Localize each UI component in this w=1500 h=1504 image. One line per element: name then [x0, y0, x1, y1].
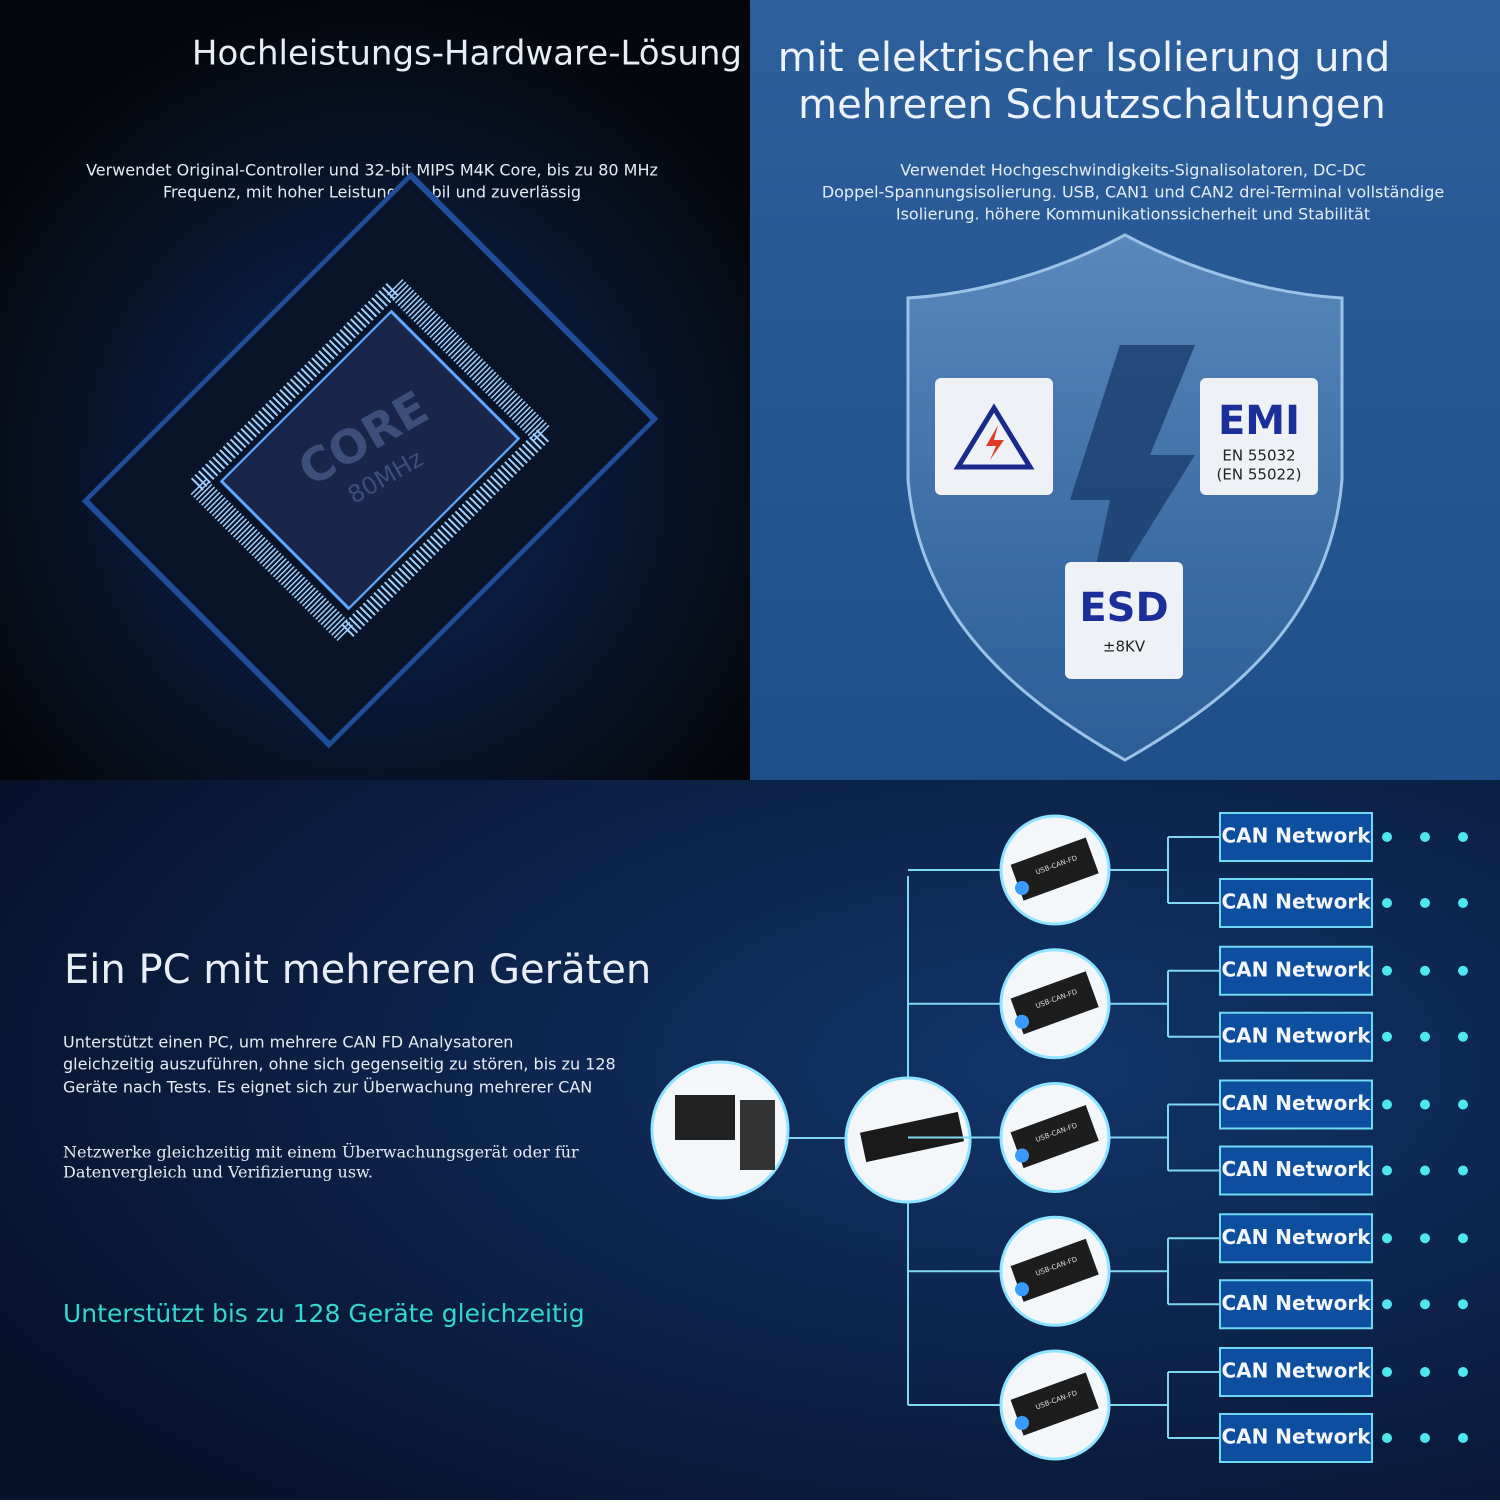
- paragraph: gleichzeitig auszuführen, ohne sich gege…: [63, 1055, 616, 1074]
- network-dot: [1382, 1031, 1392, 1042]
- device-port: [1015, 881, 1029, 895]
- network-dot: [1420, 1031, 1430, 1042]
- network-label: CAN Network: [1221, 1425, 1371, 1449]
- device-port: [1015, 1416, 1029, 1430]
- badge: [1065, 562, 1183, 679]
- network-dot: [1420, 898, 1430, 908]
- network-label: CAN Network: [1221, 1023, 1371, 1047]
- network-label: CAN Network: [1221, 1225, 1371, 1249]
- network-dot: [1458, 1299, 1468, 1310]
- network-label: CAN Network: [1221, 1359, 1371, 1383]
- title: Hochleistungs-Hardware-Lösung: [192, 34, 742, 74]
- badge-title: ESD: [1079, 585, 1168, 631]
- network-label: CAN Network: [1221, 1091, 1371, 1115]
- device-icon: [1010, 1105, 1099, 1169]
- network-dot: [1458, 1031, 1468, 1042]
- network-box: [1219, 812, 1373, 862]
- network-dot: [1420, 1433, 1430, 1443]
- network-dot: [1420, 1299, 1430, 1310]
- network-dot: [1458, 898, 1468, 908]
- badge-text: (EN 55022): [1217, 466, 1302, 484]
- hazard-icon: [986, 425, 1004, 460]
- network-dot: [1458, 1099, 1468, 1110]
- network-dot: [1458, 1165, 1468, 1176]
- network-box: [1219, 1413, 1373, 1463]
- network-dot: [1382, 1367, 1392, 1377]
- network-dot: [1382, 1099, 1392, 1110]
- network-dot: [1458, 1367, 1468, 1377]
- network-dot: [1420, 965, 1430, 976]
- device-icon: [1010, 1238, 1099, 1302]
- title: mehreren Schutzschaltungen: [798, 82, 1386, 128]
- title: mit elektrischer Isolierung und: [778, 35, 1390, 81]
- network-box: [1219, 1213, 1373, 1264]
- paragraph: Geräte nach Tests. Es eignet sich zur Üb…: [63, 1078, 592, 1097]
- network-label: CAN Network: [1221, 957, 1371, 981]
- network-dot: [1420, 832, 1430, 842]
- device-port: [1015, 1282, 1029, 1297]
- network-dot: [1382, 965, 1392, 976]
- paragraph: Datenvergleich und Verifizierung usw.: [63, 1163, 373, 1182]
- device-port: [1015, 1014, 1029, 1029]
- network-dot: [1420, 1233, 1430, 1244]
- description: Verwendet Original-Controller und 32-bit…: [86, 161, 658, 180]
- network-label: CAN Network: [1221, 824, 1371, 848]
- network-label: CAN Network: [1221, 1157, 1371, 1181]
- description: Frequenz, mit hoher Leistung, stabil und…: [163, 183, 581, 202]
- network-dot: [1420, 1367, 1430, 1377]
- description: Doppel-Spannungsisolierung. USB, CAN1 un…: [822, 183, 1444, 202]
- network-box: [1219, 1279, 1373, 1330]
- network-dot: [1458, 965, 1468, 976]
- network-label: CAN Network: [1221, 890, 1371, 914]
- badge: [1200, 378, 1318, 495]
- paragraph: Netzwerke gleichzeitig mit einem Überwac…: [63, 1142, 579, 1162]
- network-box: [1219, 1079, 1373, 1130]
- badge-title: EMI: [1218, 398, 1300, 444]
- network-dot: [1382, 1299, 1392, 1310]
- network-dot: [1458, 832, 1468, 842]
- highlight: Unterstützt bis zu 128 Geräte gleichzeit…: [63, 1299, 585, 1328]
- network-box: [1219, 1011, 1373, 1062]
- description: Verwendet Hochgeschwindigkeits-Signaliso…: [900, 161, 1366, 180]
- network-dot: [1458, 1233, 1468, 1244]
- device-icon: [1010, 837, 1099, 901]
- network-box: [1219, 1145, 1373, 1196]
- title: Ein PC mit mehreren Geräten: [64, 947, 651, 993]
- paragraph: Unterstützt einen PC, um mehrere CAN FD …: [63, 1033, 513, 1052]
- network-box: [1219, 1347, 1373, 1397]
- chip: [81, 171, 659, 749]
- network-box: [1219, 945, 1373, 996]
- network-dot: [1420, 1099, 1430, 1110]
- device-port: [1015, 1148, 1029, 1163]
- device-icon: [1010, 1372, 1099, 1436]
- badge-text: EN 55032: [1222, 447, 1295, 465]
- network-dot: [1382, 1165, 1392, 1176]
- description: Isolierung. höhere Kommunikationssicherh…: [896, 205, 1370, 224]
- network-dot: [1382, 1433, 1392, 1443]
- network-box: [1219, 878, 1373, 928]
- pc-icon: [740, 1100, 775, 1170]
- pc-icon: [675, 1095, 735, 1140]
- network-dot: [1382, 898, 1392, 908]
- device-icon: [1010, 971, 1099, 1035]
- network-dot: [1458, 1433, 1468, 1443]
- network-dot: [1382, 832, 1392, 842]
- hazard-icon: [953, 403, 1035, 470]
- badge-text: ±8KV: [1103, 638, 1146, 656]
- network-dot: [1420, 1165, 1430, 1176]
- network-label: CAN Network: [1221, 1291, 1371, 1315]
- network-dot: [1382, 1233, 1392, 1244]
